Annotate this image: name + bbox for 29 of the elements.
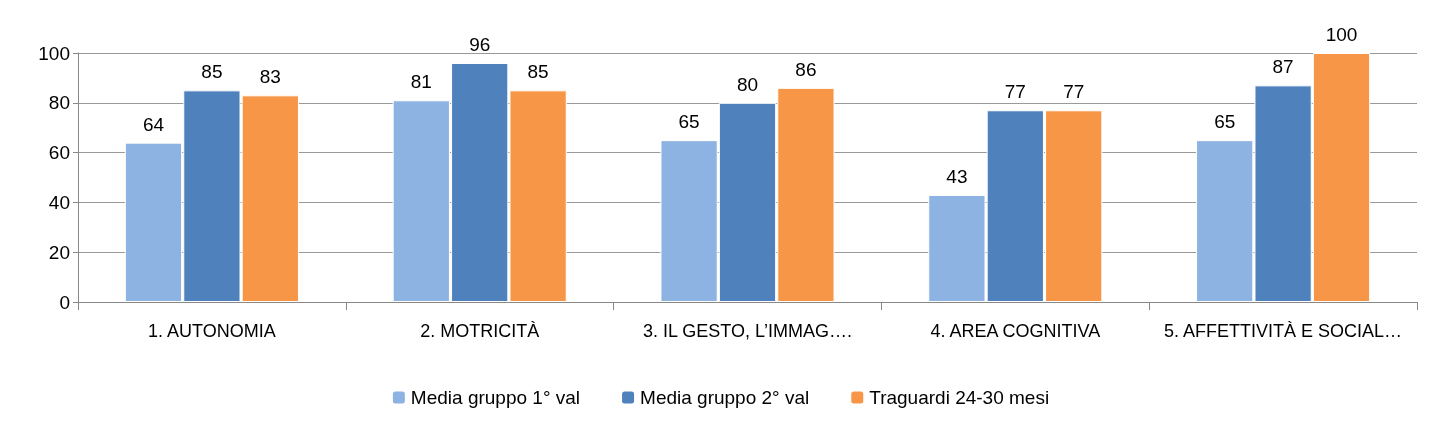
x-tick-label: 5. AFFETTIVITÀ E SOCIAL…	[1164, 321, 1403, 341]
data-label: 83	[259, 66, 281, 88]
x-tick-label: 1. AUTONOMIA	[148, 321, 276, 341]
data-label: 43	[946, 165, 968, 187]
legend-label: Traguardi 24-30 mesi	[869, 387, 1050, 408]
y-tick-label: 20	[48, 241, 70, 263]
data-label: 65	[678, 111, 700, 133]
data-label: 64	[142, 113, 165, 135]
legend-label: Media gruppo 2° val	[640, 387, 810, 408]
x-tick-label: 3. IL GESTO, L’IMMAG….	[642, 321, 853, 341]
data-label: 87	[1272, 56, 1294, 78]
data-label: 77	[1063, 81, 1085, 103]
y-tick-label: 40	[48, 191, 70, 213]
data-label: 86	[795, 58, 817, 80]
y-tick-label: 60	[48, 142, 70, 164]
data-label: 80	[736, 73, 759, 95]
y-tick-label: 100	[38, 42, 70, 64]
data-label: 81	[410, 71, 432, 93]
data-label: 85	[527, 61, 549, 83]
data-label: 65	[1214, 111, 1236, 133]
data-label: 77	[1004, 81, 1026, 103]
data-label: 96	[469, 33, 491, 55]
y-tick-label: 0	[59, 291, 70, 313]
legend-label: Media gruppo 1° val	[410, 387, 581, 408]
data-label: 85	[201, 61, 223, 83]
x-tick-label: 4. AREA COGNITIVA	[930, 321, 1101, 341]
x-tick-label: 2. MOTRICITÀ	[420, 321, 540, 341]
data-label: 100	[1325, 24, 1358, 45]
y-tick-label: 80	[48, 92, 70, 114]
